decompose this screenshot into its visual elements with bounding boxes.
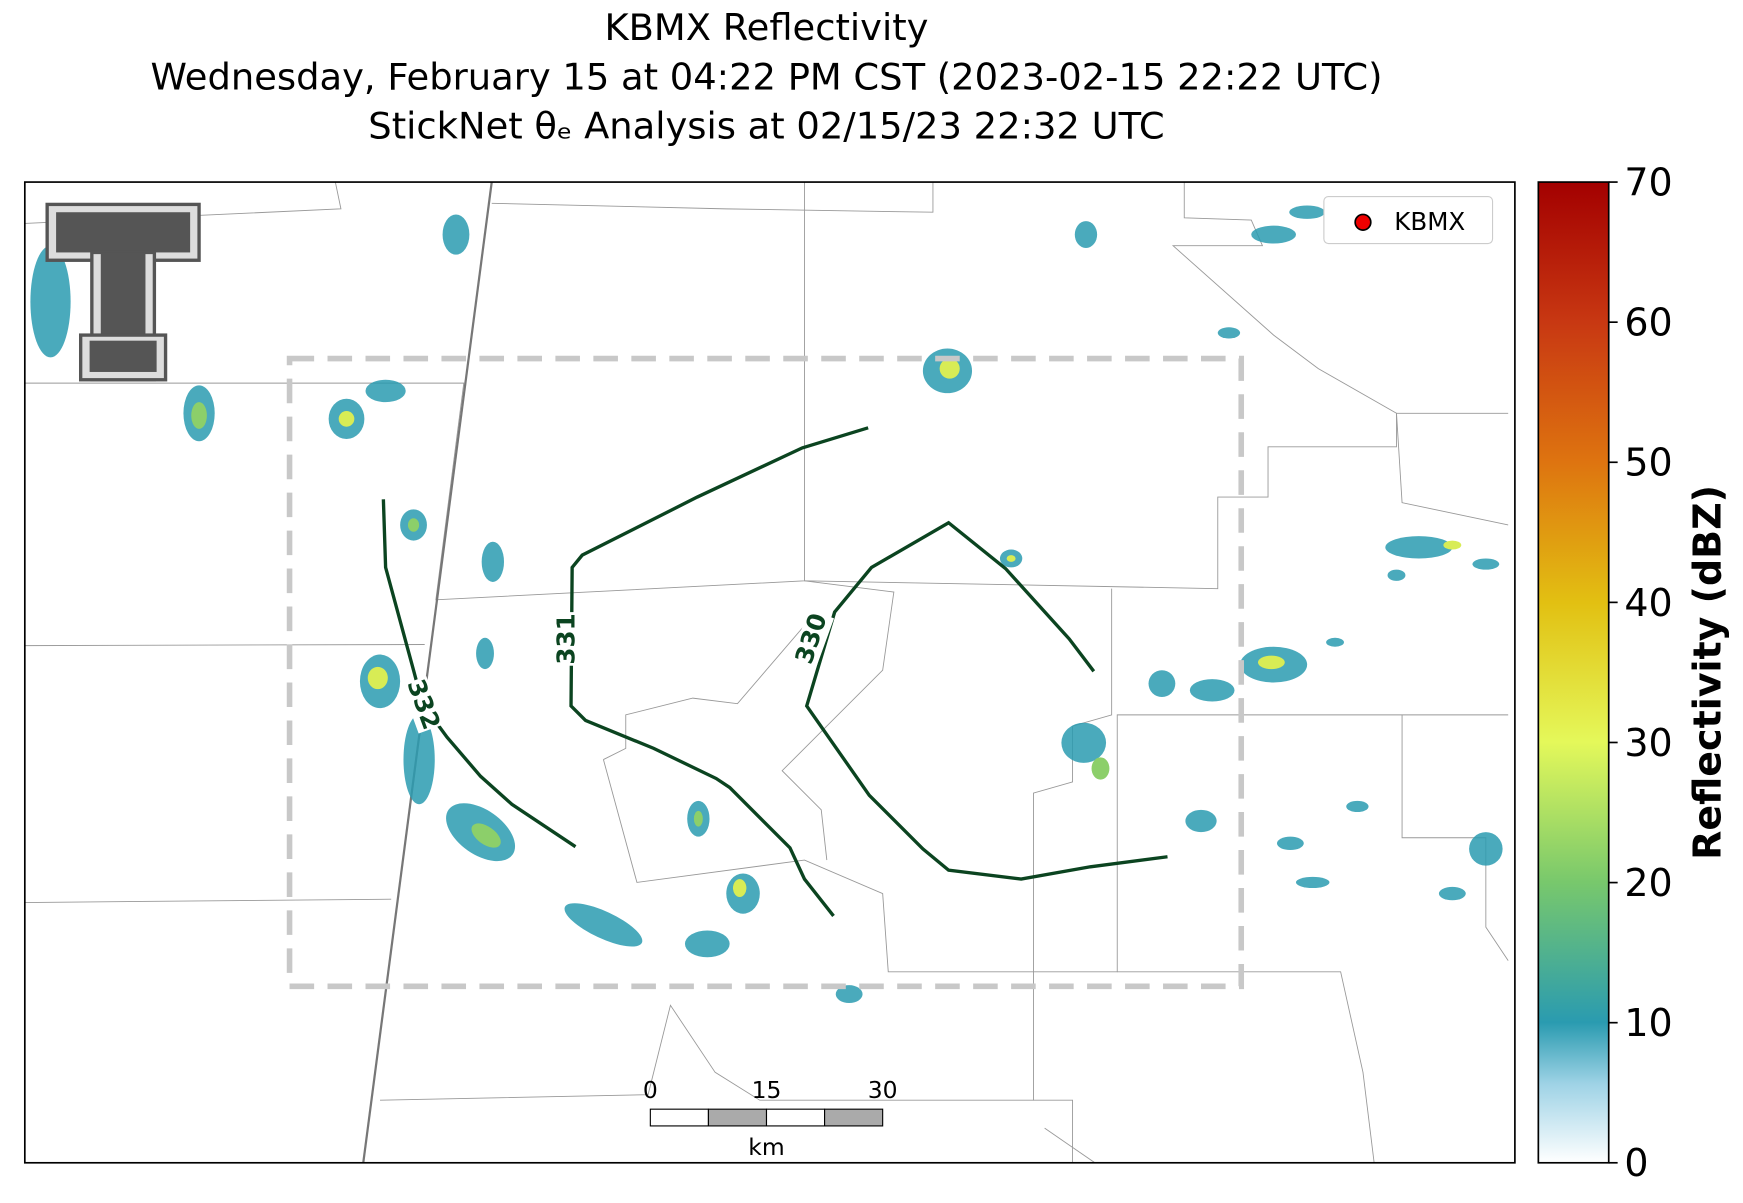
analysis-domain: [286, 355, 1245, 990]
county-lines: [24, 182, 1509, 1163]
map-frame: [23, 181, 1516, 1164]
reflectivity-echoes: [30, 205, 1503, 1004]
title: KBMX Reflectivity: [604, 6, 928, 49]
scale-label: 15: [752, 1076, 782, 1104]
legend-label: KBMX: [1394, 207, 1465, 236]
colorbar-tick-label: 30: [1624, 721, 1672, 765]
colorbar-tick-label: 10: [1624, 1001, 1672, 1045]
colorbar-tick-label: 50: [1624, 441, 1672, 485]
colorbar-tick-label: 60: [1624, 301, 1672, 345]
colorbar-tick-label: 70: [1624, 160, 1672, 204]
contour-label: 331: [552, 613, 581, 664]
subtitle: StickNet θₑ Analysis at 02/15/23 22:32 U…: [368, 105, 1164, 148]
scale-label: 30: [868, 1076, 898, 1104]
legend: KBMX: [1323, 196, 1494, 245]
colorbar-tick-label: 0: [1624, 1141, 1648, 1185]
scale-unit: km: [748, 1133, 784, 1161]
contour-line: [804, 520, 1168, 881]
colorbar: Reflectivity (dBZ) 0 10 20 30 40 50 60 70: [1537, 160, 1729, 1185]
map: 332 331 330 0 15 30 km KBMX: [24, 182, 1515, 1163]
scale-bar: 0 15 30 km: [643, 1076, 898, 1161]
colorbar-label: Reflectivity (dBZ): [1685, 485, 1729, 860]
colorbar-gradient: [1537, 181, 1610, 1164]
state-border: [362, 182, 493, 1163]
contour-line: [569, 426, 869, 917]
colorbar-tick-label: 40: [1624, 581, 1672, 625]
legend-marker: [1354, 213, 1372, 231]
logo: [45, 202, 201, 382]
subtitle: Wednesday, February 15 at 04:22 PM CST (…: [151, 55, 1383, 98]
colorbar-tick-label: 20: [1624, 861, 1672, 905]
scale-label: 0: [643, 1076, 658, 1104]
